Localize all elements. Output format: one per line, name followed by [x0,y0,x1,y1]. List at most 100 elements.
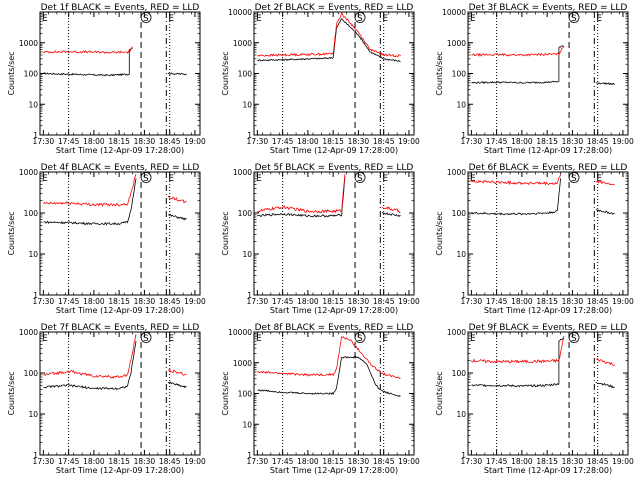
x-tick-label: 17:45 [272,297,294,306]
marker-e-start: E [470,174,476,184]
lld-series-line [167,195,187,204]
marker-e-start: E [256,174,262,184]
marker-circle [140,12,152,23]
y-tick-label: 1000 [447,39,466,48]
plot-frame [467,331,629,456]
x-tick-label: 19:00 [612,297,634,306]
x-tick-label: 17:45 [58,137,80,146]
marker-e: E [596,174,602,184]
panel-3: Det 3f BLACK = Events, RED = LLD 1 10 100 10… [435,3,634,155]
x-tick-label: 18:15 [322,137,344,146]
marker-circle [354,12,366,23]
y-tick-label: 1 [247,131,252,140]
events-series-line [168,213,187,221]
marker-e-start: E [470,14,476,24]
panel-title: Det 7f BLACK = Events, RED = LLD [41,323,200,333]
y-axis-label: Counts/sec [435,371,444,415]
marker-circle [568,172,580,183]
events-series-line [471,337,565,388]
x-tick-label: 18:15 [108,137,130,146]
plot-frame [39,331,201,456]
y-tick-label: 100 [452,70,467,79]
y-tick-label: 1 [247,291,252,300]
marker-e-start: E [42,14,48,24]
y-tick-label: 1 [461,451,466,460]
x-tick-label: 18:45 [587,137,609,146]
x-tick-label: 19:00 [184,137,206,146]
y-tick-label: 1 [33,451,38,460]
x-axis-label: Start Time (12-Apr-09 17:28:00) [484,146,612,155]
x-tick-label: 18:30 [562,137,584,146]
x-tick-label: 18:00 [83,297,105,306]
y-axis-label: Counts/sec [221,211,230,255]
y-tick-label: 100 [452,369,467,378]
x-axis-label: Start Time (12-Apr-09 17:28:00) [484,306,612,315]
lld-series-line [595,357,615,367]
events-series-line [257,355,401,398]
marker-e: E [382,334,388,344]
x-tick-label: 18:15 [322,297,344,306]
marker-s: S [357,14,363,24]
x-axis-label: Start Time (12-Apr-09 17:28:00) [484,466,612,475]
plot-frame [467,11,629,136]
y-axis-label: Counts/sec [7,371,16,415]
marker-circle [354,332,366,343]
marker-circle [354,172,366,183]
y-tick-label: 1 [461,291,466,300]
events-series-line [596,82,615,86]
x-tick-label: 18:00 [297,137,319,146]
x-tick-label: 18:30 [562,457,584,466]
x-tick-label: 17:30 [247,457,269,466]
x-tick-label: 18:15 [322,457,344,466]
events-series-line [167,381,187,389]
x-tick-label: 19:00 [184,297,206,306]
x-tick-label: 17:30 [461,457,483,466]
y-tick-label: 10000 [442,8,466,17]
lld-series-line [43,173,137,207]
marker-circle [568,332,580,343]
y-tick-label: 100 [238,209,253,218]
panel-title: Det 9f BLACK = Events, RED = LLD [469,323,628,333]
x-tick-label: 19:00 [184,457,206,466]
y-tick-label: 100 [452,209,467,218]
plot-frame [467,171,629,296]
x-tick-label: 18:00 [297,457,319,466]
panel-6: Det 6f BLACK = Events, RED = LLD 1 10 100 10… [435,163,634,315]
marker-e: E [596,334,602,344]
y-tick-label: 10 [456,410,466,419]
events-series-line [167,72,187,76]
marker-s: S [571,334,577,344]
panel-title: Det 2f BLACK = Events, RED = LLD [255,3,414,13]
y-axis-label: Counts/sec [221,371,230,415]
y-tick-label: 10 [456,250,466,259]
plot-frame [253,11,415,136]
marker-s: S [357,334,363,344]
x-tick-label: 19:00 [398,457,420,466]
x-axis-label: Start Time (12-Apr-09 17:28:00) [270,146,398,155]
lld-series-line [257,173,346,214]
x-tick-label: 17:30 [33,457,55,466]
x-tick-label: 18:45 [373,457,395,466]
x-tick-label: 18:15 [536,297,558,306]
marker-e: E [168,334,174,344]
y-tick-label: 1000 [447,328,466,337]
events-series-line [43,178,137,226]
x-tick-label: 17:45 [58,297,80,306]
panel-8: Det 8f BLACK = Events, RED = LLD 1 10 100 10… [221,323,420,475]
marker-s: S [143,14,149,24]
y-tick-label: 1000 [233,359,252,368]
y-tick-label: 10 [242,420,252,429]
panel-1: Det 1f BLACK = Events, RED = LLD 1 10 100 10… [7,3,206,155]
marker-e-start: E [256,14,262,24]
y-tick-label: 1 [461,131,466,140]
marker-s: S [571,14,577,24]
y-tick-label: 1 [33,131,38,140]
y-tick-label: 10 [456,100,466,109]
lld-series-line [595,180,615,186]
y-tick-label: 1000 [233,168,252,177]
events-series-line [43,341,137,391]
x-tick-label: 18:00 [83,457,105,466]
x-tick-label: 18:45 [159,137,181,146]
x-tick-label: 17:45 [272,137,294,146]
